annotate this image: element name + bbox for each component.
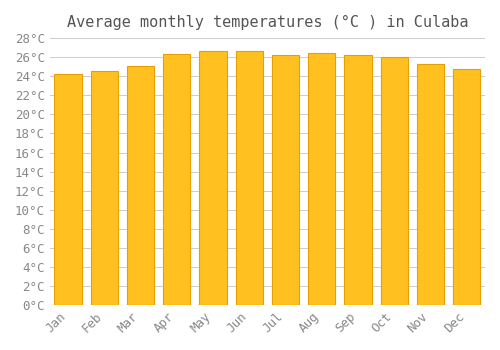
Bar	[344, 55, 372, 305]
Bar	[127, 66, 154, 305]
Bar	[454, 69, 480, 305]
Bar	[236, 51, 263, 305]
Bar	[54, 74, 82, 305]
Bar	[380, 57, 408, 305]
Bar	[272, 55, 299, 305]
Bar	[90, 71, 118, 305]
Title: Average monthly temperatures (°C ) in Culaba: Average monthly temperatures (°C ) in Cu…	[66, 15, 468, 30]
Bar	[308, 54, 336, 305]
Bar	[417, 64, 444, 305]
Bar	[163, 54, 190, 305]
Bar	[200, 50, 226, 305]
